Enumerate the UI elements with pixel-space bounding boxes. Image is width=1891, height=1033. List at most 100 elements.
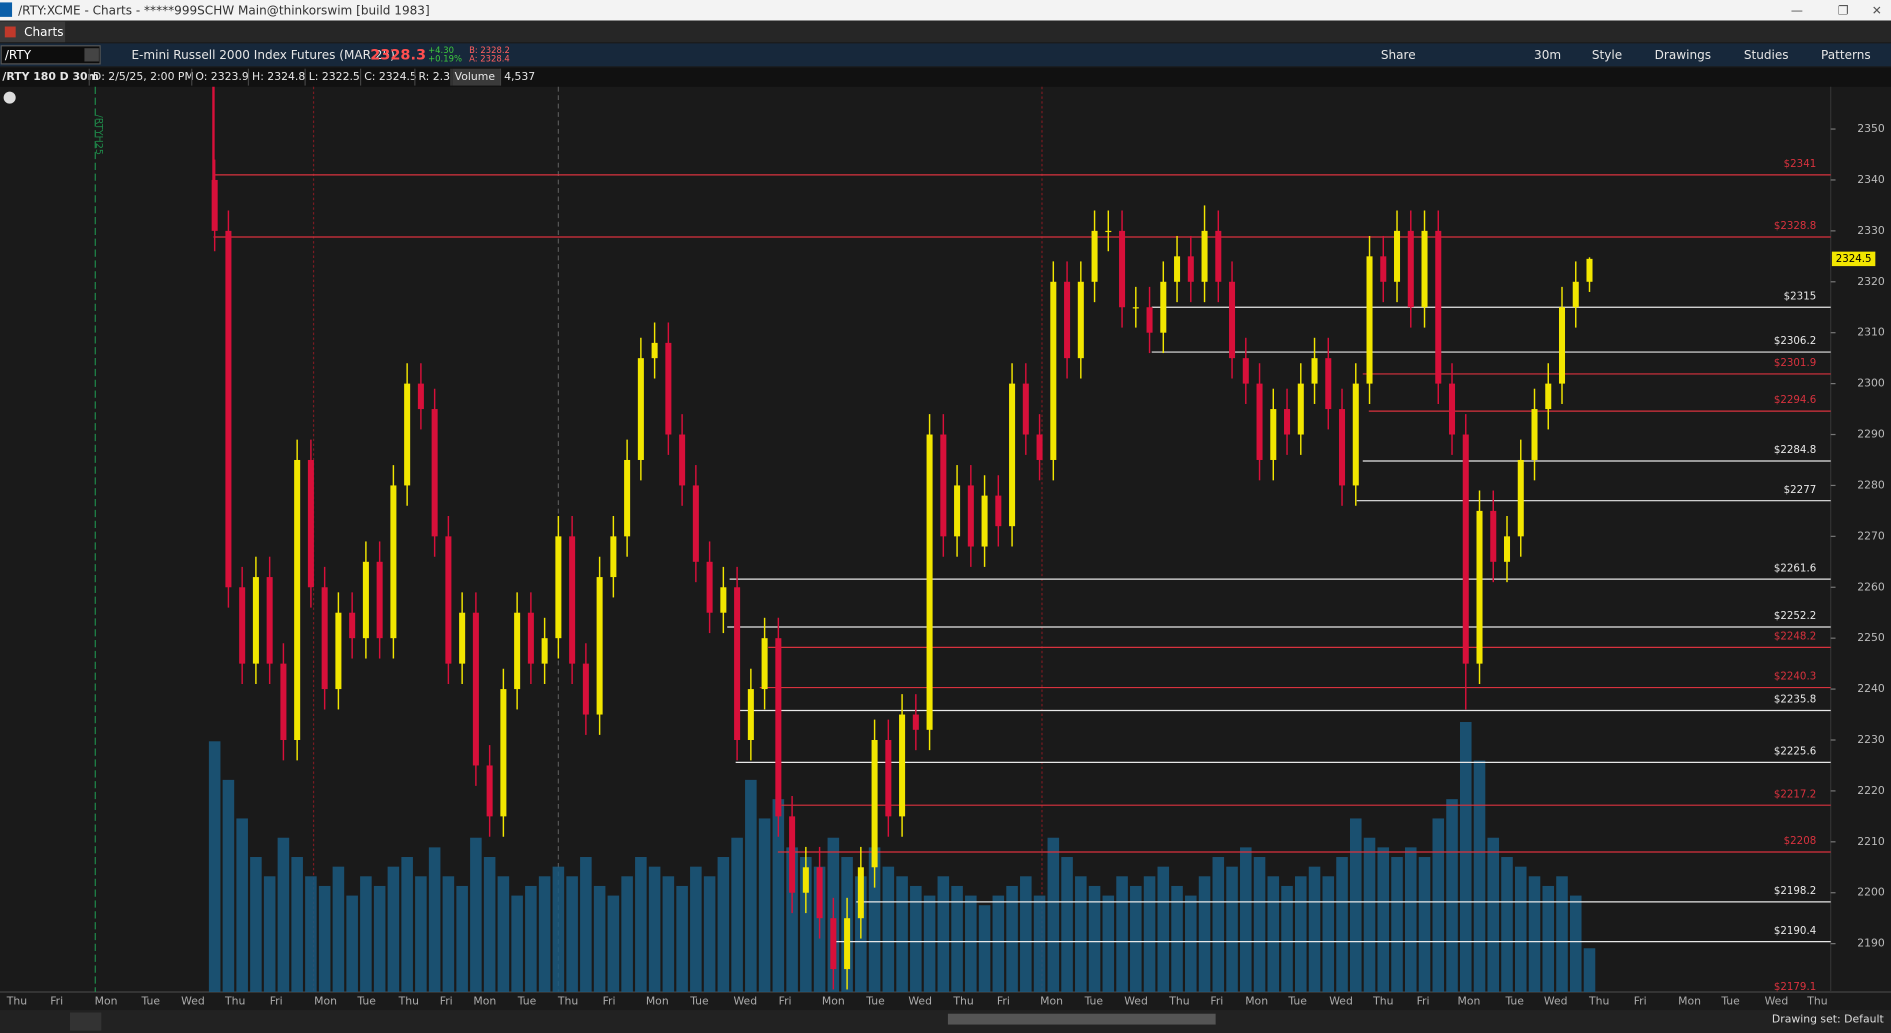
volume-bar [1391,857,1403,993]
volume-bar [703,876,716,993]
x-tick-label: Thu [1588,995,1609,1008]
candle-body [376,561,383,639]
x-tick-label: Tue [140,995,160,1008]
candle-body [225,230,232,588]
volume-bar [1061,857,1073,993]
candle-body [1077,281,1084,359]
price-level-label: $2179.1 [1774,981,1816,993]
x-tick-label: Thu [224,995,245,1008]
volume-bar [580,857,592,993]
volume-bar [1350,818,1362,993]
candle-body [1352,383,1359,486]
toolbar-button[interactable]: Style [1592,48,1622,62]
volume-bar [951,885,963,993]
toolbar-button[interactable]: Studies [1744,48,1789,62]
price-level-label: $2225.6 [1774,746,1816,758]
price-level-label: $2294.6 [1774,394,1816,406]
candle-body [1201,230,1208,282]
price-level-label: $2190.4 [1774,925,1816,937]
volume-bar [1556,876,1568,993]
x-tick-label: Tue [1084,995,1104,1008]
price-level-label: $2277 [1784,484,1817,496]
candle-body [1270,409,1277,460]
candle-body [844,918,851,970]
candle-body [211,179,218,231]
close[interactable]: ✕ [1872,3,1882,17]
x-tick-label: Wed [1544,995,1568,1008]
volume-bar [566,876,578,993]
volume-bar [1322,876,1335,993]
candle-body [541,638,548,664]
info-cell: R: 2.3 [418,70,450,83]
x-tick-label: Thu [1806,995,1827,1008]
candle-body [294,459,301,740]
x-tick-label: Fri [603,995,616,1008]
minimize[interactable]: — [1791,3,1803,17]
volume-bar [387,866,400,993]
candle-body [1421,230,1428,308]
toolbar-button[interactable]: Drawings [1655,48,1711,62]
volume-bar [1295,876,1307,993]
volume-bar [758,818,771,993]
info-icon[interactable] [3,91,16,104]
volume-bar [1542,885,1555,993]
info-cell: Volume [455,70,496,83]
candle-body [789,816,796,893]
candle-body [1160,281,1167,333]
x-tick-label: Fri [440,995,453,1008]
x-tick-label: Wed [1124,995,1148,1008]
volume-bar [1171,885,1183,993]
plot: 2190 2200 2210 2220 2230 2240 2250 2260 2270 2280… [6,86,1885,1008]
candle-body [1490,510,1497,562]
tab[interactable] [0,21,66,43]
x-tick-label: Fri [1634,995,1647,1008]
candle-body [1531,409,1538,460]
volume-bar [222,779,235,993]
y-tick-label: 2310 [1857,326,1885,339]
candle-body [514,612,521,690]
symbol-box[interactable] [0,45,101,65]
candle-body [1132,307,1139,309]
volume-bar [291,857,303,993]
volume-bar [208,741,221,993]
y-tick-label: 2200 [1857,886,1885,899]
app-icon [0,2,13,17]
candle-body [1064,281,1071,359]
candle-body [995,495,1002,527]
price-level-label: $2284.8 [1774,444,1816,456]
symbol[interactable]: /RTY [5,48,32,62]
restore[interactable]: ❐ [1838,3,1849,17]
volume-bar [332,866,345,993]
price-level-label: $2248.2 [1774,630,1816,642]
x-tick-label: Wed [1329,995,1353,1008]
toolbar-button[interactable]: Share [1381,48,1416,62]
candle-body [280,663,287,740]
volume-bar [1377,847,1390,993]
volume-bar [428,847,441,993]
volume-bar [1185,895,1197,993]
candle-body [459,612,466,664]
volume-bar [868,847,881,993]
tab-label[interactable]: Charts [24,25,63,39]
toolbar-button[interactable]: 30m [1534,48,1561,62]
change-pct: +0.19% [428,54,462,64]
volume-bar [1363,837,1376,993]
volume-bar [415,876,427,993]
candle-body [734,587,741,740]
y-tick-label: 2190 [1857,937,1885,950]
volume-bar [1404,847,1417,993]
scrollbar-thumb[interactable] [947,1013,1216,1025]
y-tick-label: 2290 [1857,428,1885,441]
volume-bar [1102,895,1115,993]
volume-bar [1226,866,1238,993]
symbol-dropdown[interactable] [84,48,99,62]
price-level-label: $2240.3 [1774,671,1816,683]
candle-body [679,434,686,486]
toolbar-button[interactable]: Patterns [1821,48,1871,62]
volume-bar [882,866,895,993]
x-tick-label: Tue [1287,995,1307,1008]
scroll-left[interactable] [69,1012,102,1031]
volume-bar [923,895,936,993]
candle-body [624,459,631,537]
